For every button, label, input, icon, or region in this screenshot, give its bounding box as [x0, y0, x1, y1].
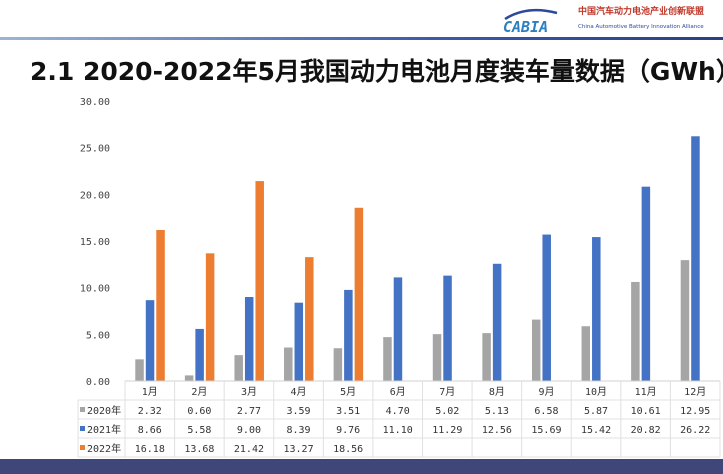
x-tick-label: 3月: [241, 386, 257, 398]
svg-text:CABIA: CABIA: [503, 18, 548, 35]
header-divider: [0, 37, 723, 40]
data-label: 2.32: [138, 406, 162, 417]
data-label: 26.22: [680, 425, 710, 436]
x-tick-label: 10月: [585, 386, 607, 398]
data-label: 9.76: [336, 425, 360, 436]
y-tick-label: 15.00: [80, 237, 110, 248]
data-label: 5.87: [584, 406, 608, 417]
y-tick-label: 20.00: [80, 190, 110, 201]
bar-2020年-8月: [482, 333, 491, 381]
x-tick-label: 8月: [489, 386, 505, 398]
data-label: 8.66: [138, 425, 162, 436]
y-tick-label: 0.00: [86, 377, 110, 388]
x-tick-label: 5月: [340, 386, 356, 398]
data-label: 16.18: [135, 444, 165, 455]
bar-2020年-3月: [234, 355, 243, 381]
data-label: 12.56: [482, 425, 512, 436]
data-label: 5.58: [187, 425, 211, 436]
data-label: 11.10: [383, 425, 413, 436]
data-label: 15.42: [581, 425, 611, 436]
legend-label: 2020年: [87, 404, 121, 417]
bar-2022年-2月: [205, 253, 215, 381]
data-label: 15.69: [531, 425, 561, 436]
org-name-cn: 中国汽车动力电池产业创新联盟: [578, 7, 705, 17]
chart-title: 2.1 2020-2022年5月我国动力电池月度装车量数据（GWh）: [30, 57, 723, 86]
data-label: 3.59: [286, 406, 310, 417]
bar-2021年-7月: [443, 275, 452, 381]
data-label: 13.27: [283, 444, 313, 455]
cabia-logo: CABIA: [503, 8, 558, 35]
bar-2020年-1月: [135, 359, 144, 381]
bar-2021年-1月: [145, 300, 155, 381]
bar-2021年-4月: [294, 302, 304, 381]
data-label: 5.13: [485, 406, 509, 417]
bar-2022年-1月: [156, 229, 165, 381]
x-tick-label: 4月: [291, 386, 307, 398]
bar-2021年-2月: [195, 328, 204, 381]
data-label: 0.60: [187, 406, 211, 417]
y-tick-label: 10.00: [80, 284, 110, 295]
legend-swatch-2020年: [80, 407, 85, 412]
bar-2020年-2月: [184, 375, 194, 381]
bar-2021年-6月: [393, 277, 403, 381]
x-tick-label: 1月: [142, 386, 158, 398]
bar-2022年-3月: [255, 181, 264, 381]
bar-2021年-10月: [592, 237, 601, 381]
x-tick-label: 11月: [635, 386, 657, 398]
bar-2021年-12月: [691, 136, 700, 381]
data-label: 18.56: [333, 444, 363, 455]
data-label: 3.51: [336, 406, 360, 417]
bar-2022年-5月: [354, 207, 364, 381]
bar-2020年-11月: [631, 281, 640, 381]
bar-2020年-4月: [284, 347, 293, 381]
data-label: 10.61: [631, 406, 661, 417]
data-label: 12.95: [680, 406, 710, 417]
bar-2020年-5月: [333, 348, 343, 381]
bar-2020年-6月: [383, 337, 392, 381]
x-tick-label: 9月: [538, 386, 554, 398]
y-tick-label: 30.00: [80, 97, 110, 108]
bar-2020年-9月: [531, 319, 541, 381]
x-tick-label: 2月: [191, 386, 207, 398]
bar-2021年-9月: [542, 234, 551, 381]
bar-2021年-5月: [344, 289, 353, 381]
data-label: 5.02: [435, 406, 459, 417]
bar-2021年-8月: [492, 263, 502, 381]
data-label: 4.70: [386, 406, 410, 417]
footer-bar: [0, 459, 723, 474]
bar-2022年-4月: [305, 257, 314, 381]
x-tick-label: 6月: [390, 386, 406, 398]
org-name-en: China Automotive Battery Innovation Alli…: [578, 24, 704, 30]
bar-2020年-7月: [432, 334, 442, 381]
data-label: 13.68: [184, 444, 214, 455]
data-label: 6.58: [534, 406, 558, 417]
bar-2021年-11月: [641, 186, 651, 381]
x-tick-label: 7月: [439, 386, 455, 398]
legend-swatch-2021年: [80, 426, 85, 431]
data-label: 11.29: [432, 425, 462, 436]
legend-label: 2022年: [87, 442, 121, 455]
legend-label: 2021年: [87, 423, 121, 436]
legend-swatch-2022年: [80, 445, 85, 450]
bar-2020年-10月: [581, 326, 591, 381]
data-label: 2.77: [237, 406, 261, 417]
bar-2020年-12月: [680, 260, 690, 381]
data-label: 8.39: [286, 425, 310, 436]
data-label: 20.82: [631, 425, 661, 436]
bar-2021年-3月: [244, 297, 254, 381]
x-tick-label: 12月: [684, 386, 706, 398]
y-tick-label: 25.00: [80, 144, 110, 155]
data-label: 21.42: [234, 444, 264, 455]
y-tick-label: 5.00: [86, 330, 110, 341]
data-label: 9.00: [237, 425, 261, 436]
